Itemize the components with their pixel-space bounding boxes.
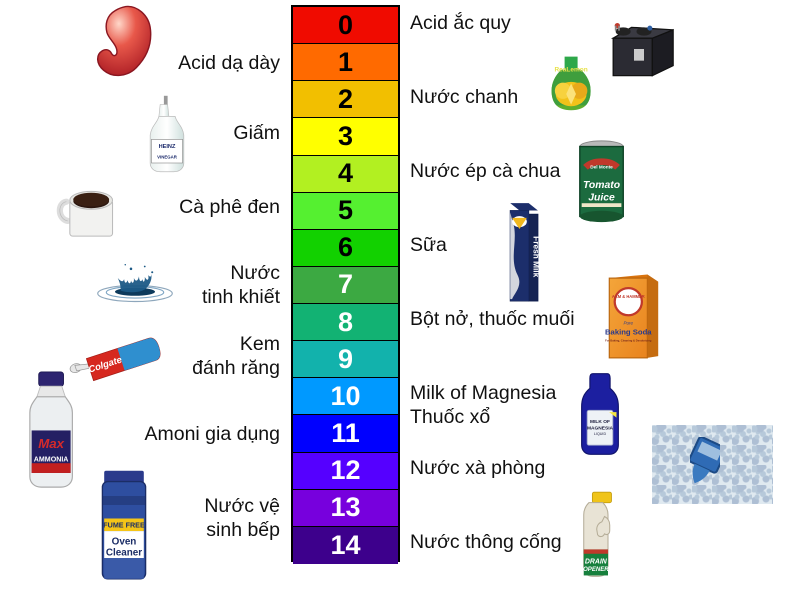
svg-text:LIQUID: LIQUID bbox=[594, 432, 607, 436]
svg-text:Max: Max bbox=[38, 436, 64, 451]
svg-text:For Baking, Cleaning & Deodori: For Baking, Cleaning & Deodorizing bbox=[605, 339, 652, 343]
svg-text:AMMONIA: AMMONIA bbox=[34, 455, 69, 463]
svg-text:Pure: Pure bbox=[624, 320, 634, 325]
svg-text:FUME FREE: FUME FREE bbox=[103, 521, 145, 530]
svg-text:DRAIN: DRAIN bbox=[585, 558, 608, 565]
svg-text:HEINZ: HEINZ bbox=[159, 144, 176, 150]
svg-text:Cleaner: Cleaner bbox=[106, 547, 142, 558]
svg-text:MAGNESIA: MAGNESIA bbox=[587, 426, 614, 432]
svg-text:Juice: Juice bbox=[588, 192, 615, 203]
svg-text:Oven: Oven bbox=[112, 537, 137, 548]
svg-text:Baking Soda: Baking Soda bbox=[605, 327, 652, 336]
svg-text:ReaLemon: ReaLemon bbox=[554, 66, 587, 73]
svg-text:Tomato: Tomato bbox=[583, 180, 620, 191]
svg-text:Del Monte: Del Monte bbox=[590, 164, 613, 170]
svg-text:ARM & HAMMER: ARM & HAMMER bbox=[612, 294, 645, 299]
svg-text:Fresh Milk: Fresh Milk bbox=[531, 236, 541, 277]
svg-text:OPENER: OPENER bbox=[583, 567, 609, 573]
svg-text:MILK OF: MILK OF bbox=[590, 419, 610, 425]
svg-text:VINEGAR: VINEGAR bbox=[157, 155, 178, 160]
